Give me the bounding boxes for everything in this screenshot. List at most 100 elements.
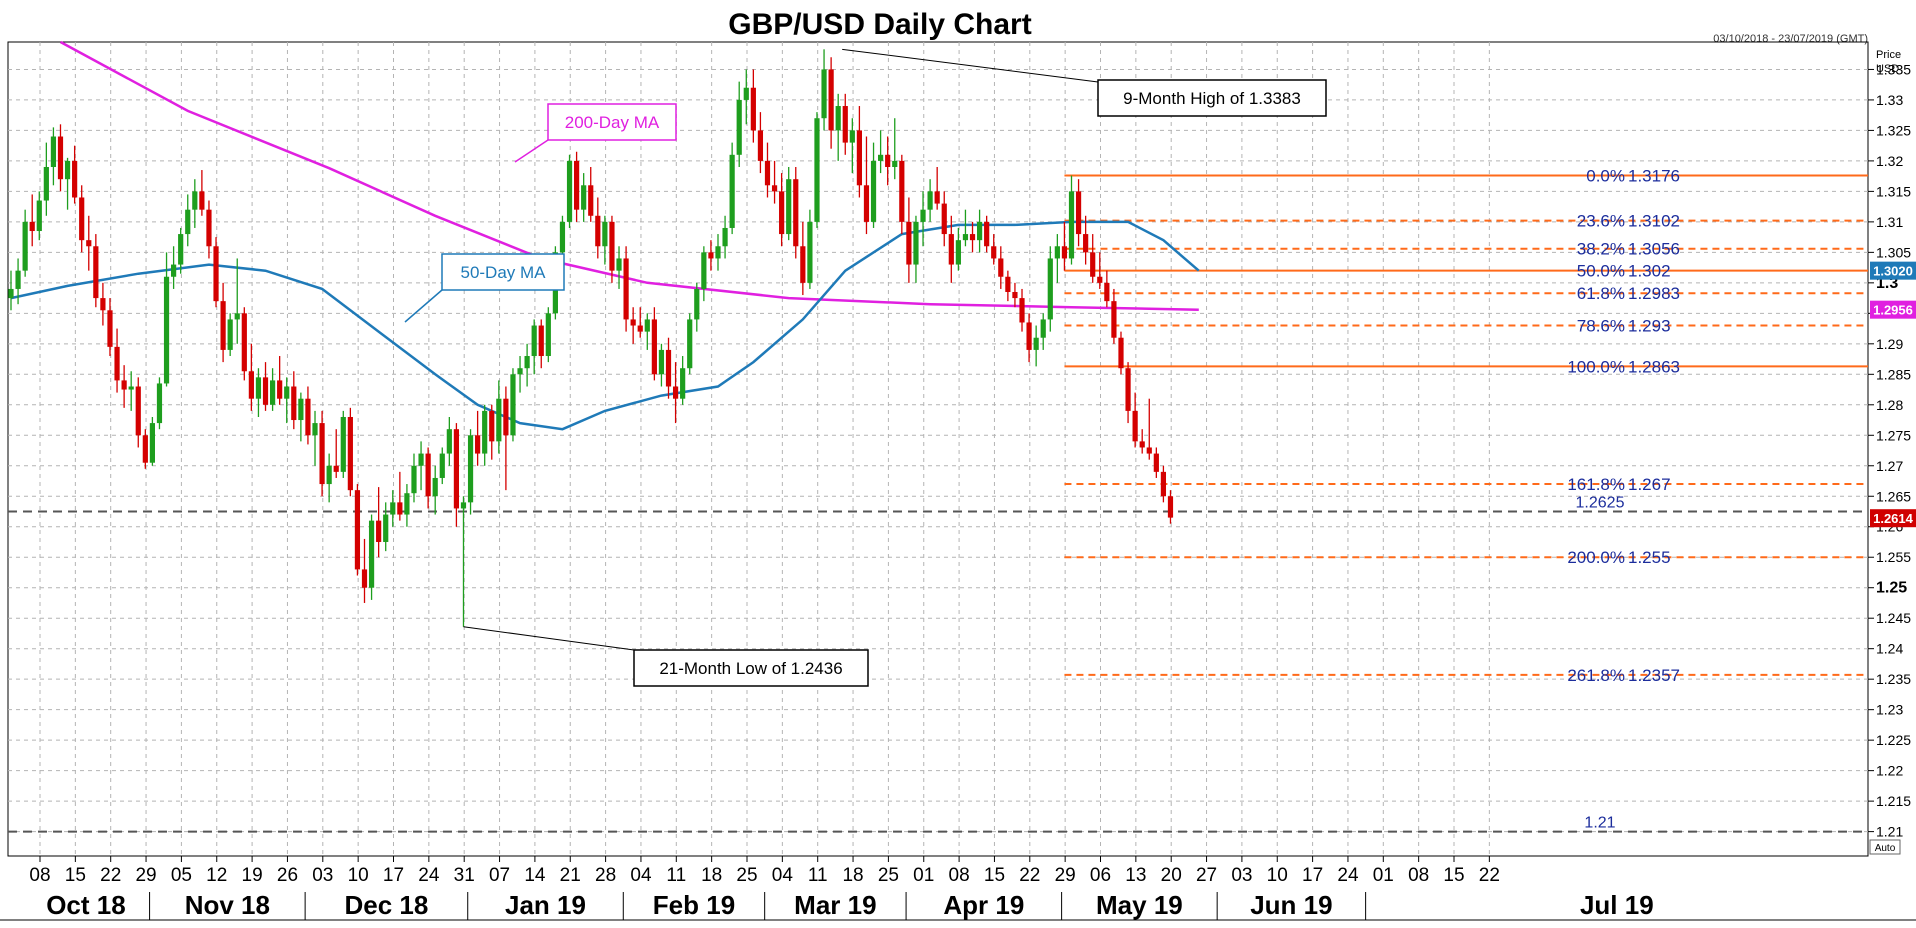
candle [192,179,198,228]
annotation-low-leader [463,626,635,651]
candle-body [948,234,954,265]
candle-body [715,246,721,259]
candle [220,282,226,363]
candle [609,215,615,283]
candle [998,246,1004,289]
candle-body [1005,276,1011,292]
candle [736,81,742,167]
x-tick-label: 18 [701,865,722,886]
x-month-label: May 19 [1096,890,1183,920]
candle [312,410,318,466]
price-tag: 1.2956 [1870,300,1916,319]
candle-body [595,215,601,247]
candle [446,416,452,466]
fib-level-price: 1.2983 [1628,284,1680,303]
x-tick-label: 26 [277,865,298,886]
candle-body [1167,496,1174,518]
candle-body [835,106,841,131]
price-tag: 1.2614 [1870,509,1916,528]
candle [962,209,969,247]
candle [856,106,862,198]
candle [1019,288,1025,332]
candle-body [72,160,78,198]
candle-body [1075,191,1082,235]
candle [340,410,346,478]
fib-level-percent: 50.0% [1577,262,1625,281]
candle-body [361,569,368,588]
auto-scale-text: Auto [1875,843,1896,854]
y-tick-label: 1.22 [1876,763,1903,779]
fib-level-percent: 38.2% [1577,240,1625,259]
x-tick-label: 05 [171,865,192,886]
reference-line-label: 1.2625 [1576,494,1625,511]
candle-body [446,429,452,454]
candle-body [630,319,636,326]
x-tick-label: 03 [1231,865,1252,886]
candle-body [969,234,976,241]
candle [206,200,212,259]
x-tick-label: 25 [878,865,899,886]
candle-body [920,209,926,222]
candle [439,447,445,485]
candle-body [651,319,657,375]
candle [1146,398,1152,460]
candle [892,118,898,180]
x-month-label: Apr 19 [943,890,1024,920]
candle-body [559,221,566,253]
x-tick-label: 21 [560,865,581,886]
price-tag-label: 1.3020 [1873,264,1913,279]
candle [1083,215,1089,265]
y-tick-label: 1.24 [1876,641,1903,657]
x-tick-label: 13 [1125,865,1146,886]
annotation-high-text: 9-Month High of 1.3383 [1123,89,1301,108]
candle [729,142,735,235]
candle-body [743,87,749,100]
candle [262,362,269,411]
x-tick-label: 06 [1090,865,1111,886]
annotation-ma200-text: 200-Day MA [565,113,660,132]
candle [8,270,14,311]
candle-body [1097,276,1103,283]
candle-body [319,423,325,485]
candle [234,258,240,344]
candle-body [248,371,254,399]
price-tag-box [1870,509,1916,528]
candle [418,441,424,491]
candle-body [291,386,297,421]
candle [496,380,502,454]
candle-body [665,349,672,387]
candle-body [1125,368,1131,411]
candle [305,386,311,445]
candle [333,429,339,478]
candle [1054,234,1060,283]
candle [771,160,778,204]
candle [1153,447,1159,478]
candle [779,173,785,247]
candle-body [149,423,155,463]
candle-body [107,310,113,347]
candle-body [793,179,799,247]
candle-body [64,160,71,180]
candle-body [333,465,339,472]
candle-body [1146,447,1152,454]
candle [241,307,247,381]
candle [121,365,127,408]
candle [156,377,163,430]
candle [623,246,629,332]
candle [86,215,92,271]
candle [1090,234,1096,283]
candle [1040,313,1046,350]
candle-body [658,349,665,375]
candle-body [807,221,813,283]
candle [1026,313,1032,363]
candle [298,392,304,442]
candle-body [425,453,431,497]
candle-body [347,416,353,491]
candle [291,371,297,430]
y-tick-label: 1.285 [1876,366,1911,382]
fib-level-price: 1.2357 [1628,666,1680,685]
x-tick-label: 12 [206,865,227,886]
candle-body [418,453,424,466]
candle-body [757,130,764,161]
candle-body [623,258,629,320]
